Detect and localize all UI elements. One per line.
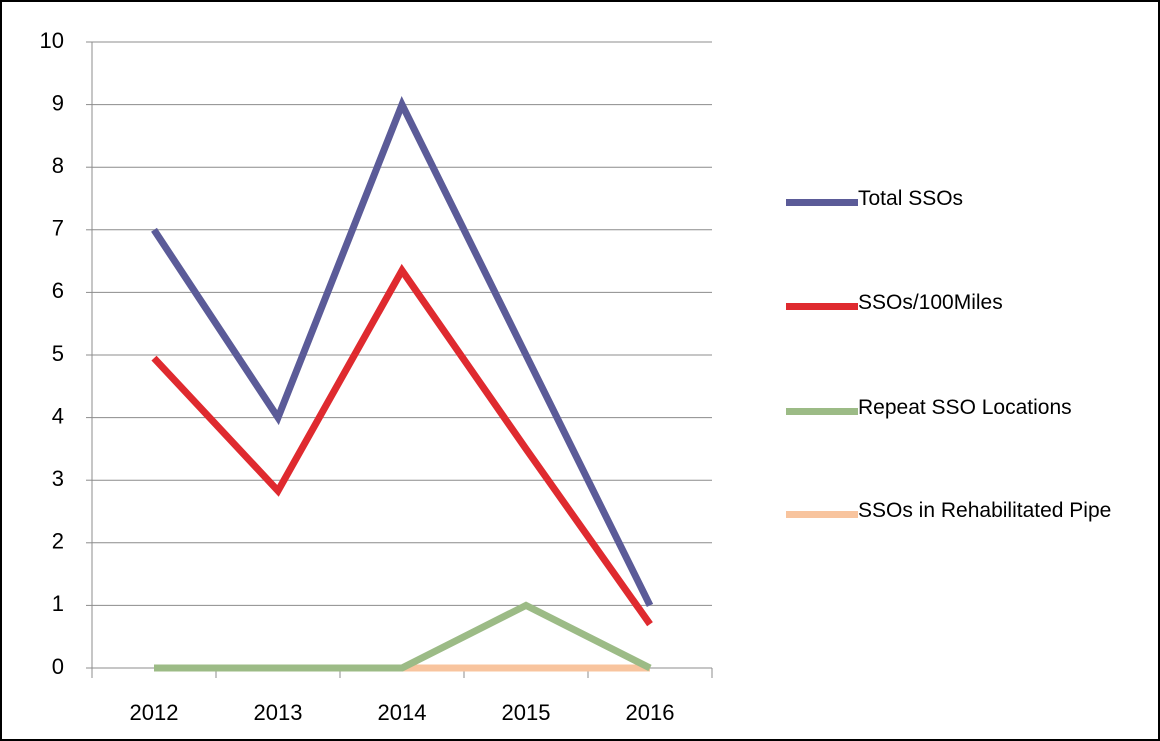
x-tick-label: 2016 bbox=[626, 700, 675, 725]
y-tick-label: 9 bbox=[52, 90, 64, 115]
legend-label: Repeat SSO Locations bbox=[858, 396, 1072, 419]
legend-item: Repeat SSO Locations bbox=[786, 396, 1120, 428]
series-line bbox=[151, 95, 654, 607]
y-tick-label: 7 bbox=[52, 216, 64, 241]
legend-label: SSOs in Rehabilitated Pipe bbox=[858, 499, 1112, 522]
y-tick-label: 5 bbox=[52, 341, 64, 366]
x-tick-label: 2013 bbox=[254, 700, 303, 725]
series-line bbox=[151, 263, 653, 627]
legend-swatch bbox=[786, 408, 858, 415]
legend-swatch bbox=[786, 199, 858, 206]
y-tick-label: 2 bbox=[52, 529, 64, 554]
series-line bbox=[154, 601, 652, 672]
y-tick-label: 3 bbox=[52, 466, 64, 491]
y-tick-label: 0 bbox=[52, 654, 64, 679]
y-tick-label: 6 bbox=[52, 278, 64, 303]
x-tick-label: 2015 bbox=[502, 700, 551, 725]
y-tick-label: 8 bbox=[52, 153, 64, 178]
y-tick-label: 4 bbox=[52, 403, 64, 428]
legend-item: Total SSOs bbox=[786, 187, 1120, 219]
y-tick-label: 10 bbox=[40, 28, 64, 53]
legend-swatch bbox=[786, 511, 858, 518]
legend-label: Total SSOs bbox=[858, 187, 964, 210]
legend-item: SSOs in Rehabilitated Pipe bbox=[786, 499, 1120, 531]
legend-item: SSOs/100Miles bbox=[786, 291, 1120, 323]
legend-label: SSOs/100Miles bbox=[858, 291, 1003, 314]
x-tick-label: 2012 bbox=[130, 700, 179, 725]
x-tick-label: 2014 bbox=[378, 700, 427, 725]
y-tick-label: 1 bbox=[52, 591, 64, 616]
legend-swatch bbox=[786, 303, 858, 310]
